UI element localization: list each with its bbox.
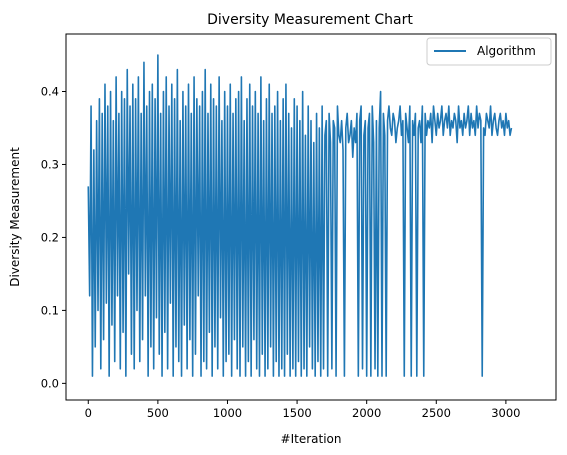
x-tick-label: 2000 [352, 406, 381, 420]
x-axis-ticks: 0 500 1000 1500 2000 2500 3000 [85, 400, 521, 420]
y-tick-label: 0.2 [41, 230, 59, 244]
chart-title: Diversity Measurement Chart [207, 12, 413, 28]
x-tick-label: 1500 [282, 406, 311, 420]
x-tick-label: 0 [85, 406, 92, 420]
x-tick-label: 500 [147, 406, 169, 420]
legend: Algorithm [426, 37, 552, 66]
x-tick-label: 3000 [491, 406, 520, 420]
plot-area [87, 54, 513, 377]
y-tick-label: 0.4 [41, 84, 59, 98]
y-axis-label: Diversity Measurement [8, 147, 22, 287]
y-tick-label: 0.1 [41, 303, 59, 317]
legend-label-algorithm: Algorithm [477, 44, 536, 58]
x-tick-label: 1000 [213, 406, 242, 420]
y-tick-label: 0.3 [41, 157, 59, 171]
series-line-algorithm [87, 54, 513, 377]
plot-frame [65, 33, 557, 401]
legend-box [426, 37, 552, 66]
y-tick-label: 0.0 [41, 376, 59, 390]
x-axis-label: #Iteration [281, 432, 342, 446]
x-tick-label: 2500 [422, 406, 451, 420]
y-axis-ticks: 0.0 0.1 0.2 0.3 0.4 [41, 84, 66, 390]
